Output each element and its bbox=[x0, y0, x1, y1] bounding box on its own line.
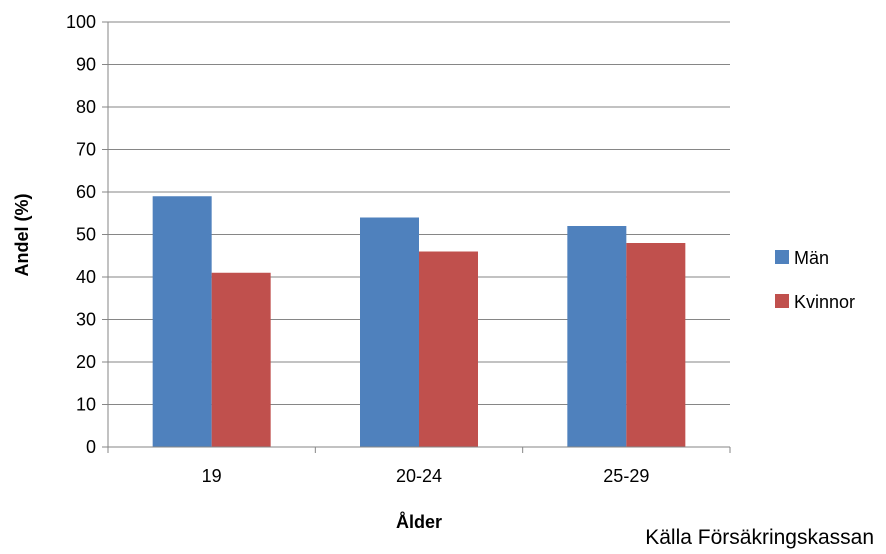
y-tick-label: 70 bbox=[76, 140, 96, 160]
x-tick-label: 19 bbox=[202, 466, 222, 486]
bar bbox=[419, 251, 478, 447]
y-tick-label: 60 bbox=[76, 182, 96, 202]
bars bbox=[152, 196, 686, 447]
x-tick-label: 20-24 bbox=[396, 466, 442, 486]
y-tick-label: 40 bbox=[76, 267, 96, 287]
legend: Män Kvinnor bbox=[775, 248, 855, 312]
x-axis-title: Ålder bbox=[396, 512, 442, 532]
bar bbox=[211, 272, 271, 447]
legend-swatch bbox=[775, 250, 789, 264]
y-tick-label: 100 bbox=[66, 12, 96, 32]
y-axis-title: Andel (%) bbox=[12, 193, 32, 276]
bar bbox=[567, 226, 627, 447]
y-tick-label: 90 bbox=[76, 55, 96, 75]
bar bbox=[626, 243, 686, 447]
y-tick-label: 10 bbox=[76, 395, 96, 415]
y-tick-label: 30 bbox=[76, 310, 96, 330]
x-tick-labels: 19 20-24 25-29 bbox=[202, 466, 650, 486]
bar bbox=[152, 196, 212, 447]
y-tick-label: 80 bbox=[76, 97, 96, 117]
y-tick-label: 20 bbox=[76, 352, 96, 372]
x-tick-label: 25-29 bbox=[603, 466, 649, 486]
legend-label: Kvinnor bbox=[794, 292, 855, 312]
y-tick-label: 50 bbox=[76, 225, 96, 245]
source-note: Källa Försäkringskassan bbox=[645, 526, 874, 549]
legend-label: Män bbox=[794, 248, 829, 268]
axes bbox=[102, 21, 731, 453]
y-tick-label: 0 bbox=[86, 437, 96, 457]
legend-swatch bbox=[775, 294, 789, 308]
y-tick-labels: 0 10 20 30 40 50 60 70 80 90 100 bbox=[66, 12, 96, 457]
bar bbox=[360, 217, 419, 447]
